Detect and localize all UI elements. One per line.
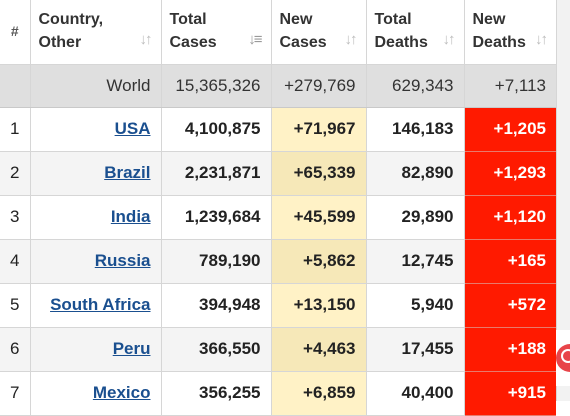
row-new-cases: +6,859	[271, 371, 367, 416]
row-new-deaths: +165	[464, 239, 556, 284]
sort-arrows-icon[interactable]: ↓↑	[442, 30, 456, 48]
row-new-cases: +65,339	[271, 151, 367, 196]
table-row: 2 Brazil 2,231,871 +65,339 82,890 +1,293	[0, 151, 556, 196]
row-total-deaths: 12,745	[366, 239, 465, 284]
row-rank: 2	[0, 151, 31, 196]
header-total-deaths[interactable]: Total Deaths ↓↑	[366, 0, 465, 65]
header-rank-label: #	[10, 23, 19, 40]
country-link[interactable]: Russia	[94, 251, 151, 270]
header-total-cases[interactable]: Total Cases ↓≡	[161, 0, 272, 65]
sort-arrows-icon[interactable]: ↓↑	[139, 30, 153, 48]
table-row: 3 India 1,239,684 +45,599 29,890 +1,120	[0, 195, 556, 240]
channel-logo-icon	[556, 330, 570, 386]
country-link[interactable]: India	[110, 207, 151, 226]
header-new-cases[interactable]: New Cases ↓↑	[271, 0, 367, 65]
world-total-deaths: 629,343	[366, 64, 465, 108]
row-total-cases: 394,948	[161, 283, 272, 328]
covid-stats-table: # Country, Other ↓↑ Total Cases ↓≡ New C…	[0, 0, 556, 416]
row-country: Russia	[30, 239, 162, 284]
header-country[interactable]: Country, Other ↓↑	[30, 0, 162, 65]
sort-descending-icon[interactable]: ↓≡	[248, 30, 262, 48]
row-total-cases: 356,255	[161, 371, 272, 416]
country-link[interactable]: Mexico	[92, 383, 151, 402]
header-total-deaths-label: Total Deaths	[374, 11, 428, 51]
row-new-cases: +5,862	[271, 239, 367, 284]
row-new-cases: +71,967	[271, 107, 367, 152]
header-new-deaths[interactable]: New Deaths ↓↑	[464, 0, 556, 65]
row-total-deaths: 29,890	[366, 195, 465, 240]
header-new-deaths-label: New Deaths	[472, 11, 526, 51]
country-link[interactable]: South Africa	[50, 295, 151, 314]
country-link[interactable]: Peru	[112, 339, 151, 358]
row-new-deaths: +188	[464, 327, 556, 372]
row-new-cases: +4,463	[271, 327, 367, 372]
logo-ring	[561, 349, 570, 363]
table-row: 1 USA 4,100,875 +71,967 146,183 +1,205	[0, 107, 556, 152]
table-row: 4 Russia 789,190 +5,862 12,745 +165	[0, 239, 556, 284]
row-rank: 6	[0, 327, 31, 372]
sort-arrows-icon[interactable]: ↓↑	[344, 30, 358, 48]
row-total-cases: 2,231,871	[161, 151, 272, 196]
row-rank: 7	[0, 371, 31, 416]
row-rank: 1	[0, 107, 31, 152]
row-country: USA	[30, 107, 162, 152]
row-new-deaths: +915	[464, 371, 556, 416]
row-rank: 3	[0, 195, 31, 240]
row-country: India	[30, 195, 162, 240]
scroll-strip	[556, 0, 570, 401]
world-row: World 15,365,326 +279,769 629,343 +7,113	[0, 64, 556, 108]
country-link[interactable]: USA	[114, 119, 151, 138]
row-new-cases: +13,150	[271, 283, 367, 328]
row-total-deaths: 146,183	[366, 107, 465, 152]
row-new-deaths: +1,293	[464, 151, 556, 196]
row-country: Brazil	[30, 151, 162, 196]
row-rank: 4	[0, 239, 31, 284]
header-country-label: Country, Other	[38, 11, 104, 51]
row-total-deaths: 82,890	[366, 151, 465, 196]
table-row: 7 Mexico 356,255 +6,859 40,400 +915	[0, 371, 556, 416]
header-rank: #	[0, 0, 31, 65]
row-rank: 5	[0, 283, 31, 328]
row-total-deaths: 40,400	[366, 371, 465, 416]
row-total-cases: 1,239,684	[161, 195, 272, 240]
table-row: 5 South Africa 394,948 +13,150 5,940 +572	[0, 283, 556, 328]
row-total-cases: 366,550	[161, 327, 272, 372]
world-new-cases: +279,769	[271, 64, 367, 108]
world-country: World	[30, 64, 162, 108]
header-total-cases-label: Total Cases	[169, 11, 217, 51]
row-total-cases: 789,190	[161, 239, 272, 284]
row-total-deaths: 17,455	[366, 327, 465, 372]
table-row: 6 Peru 366,550 +4,463 17,455 +188	[0, 327, 556, 372]
country-link[interactable]: Brazil	[104, 163, 151, 182]
row-new-deaths: +1,120	[464, 195, 556, 240]
header-new-cases-label: New Cases	[279, 11, 327, 51]
row-new-deaths: +1,205	[464, 107, 556, 152]
row-country: South Africa	[30, 283, 162, 328]
world-total-cases: 15,365,326	[161, 64, 272, 108]
row-new-cases: +45,599	[271, 195, 367, 240]
row-total-cases: 4,100,875	[161, 107, 272, 152]
sort-arrows-icon[interactable]: ↓↑	[535, 30, 548, 48]
row-country: Mexico	[30, 371, 162, 416]
table-header-row: # Country, Other ↓↑ Total Cases ↓≡ New C…	[0, 0, 556, 65]
row-country: Peru	[30, 327, 162, 372]
row-total-deaths: 5,940	[366, 283, 465, 328]
world-new-deaths: +7,113	[464, 64, 556, 108]
world-rank	[0, 64, 31, 108]
row-new-deaths: +572	[464, 283, 556, 328]
